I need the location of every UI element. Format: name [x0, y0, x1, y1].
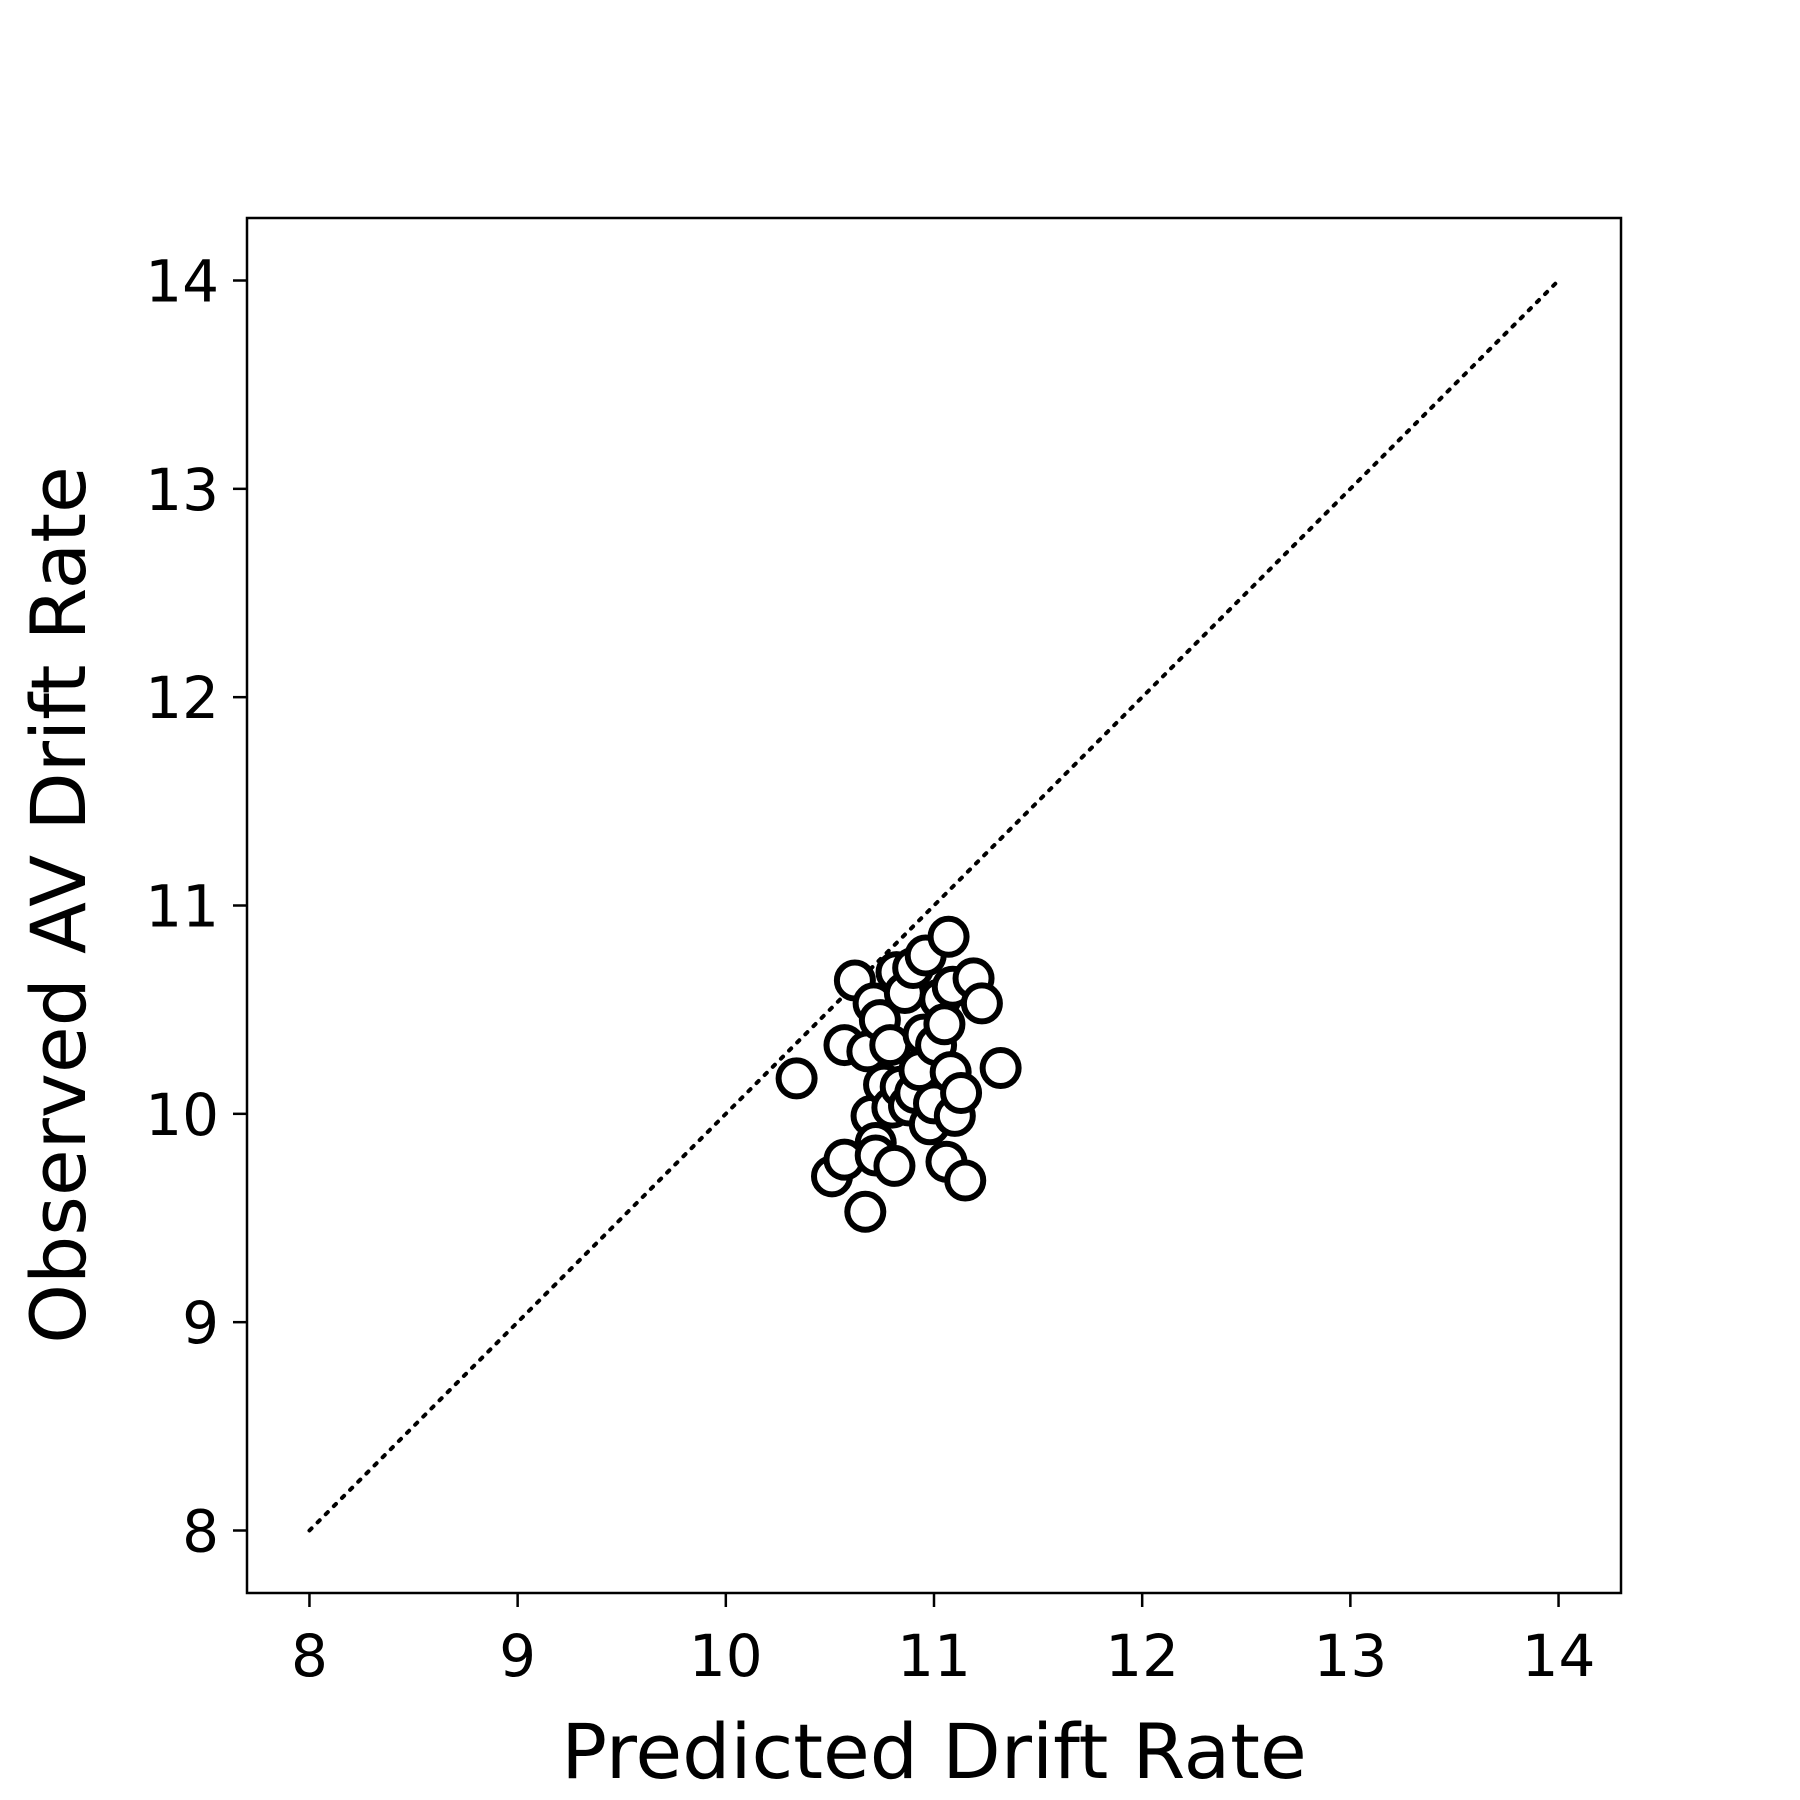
data-point: [960, 982, 1003, 1025]
x-tick-label: 11: [897, 1622, 971, 1690]
data-point: [940, 1072, 983, 1114]
data-point: [775, 1057, 818, 1100]
data-point: [844, 1190, 887, 1233]
y-axis-label: Observed AV Drift Rate: [14, 466, 103, 1344]
x-tick-label: 12: [1105, 1622, 1179, 1690]
x-tick-label: 13: [1313, 1622, 1387, 1690]
x-axis-label: Predicted Drift Rate: [561, 1707, 1306, 1796]
x-tick-label: 10: [689, 1622, 763, 1690]
data-point: [927, 915, 970, 958]
y-tick-label: 11: [145, 873, 219, 941]
data-point: [923, 1003, 966, 1046]
data-points-layer: [775, 915, 1022, 1233]
x-tick-label: 9: [499, 1622, 536, 1690]
x-axis-ticks: 8 9 10 11 12 13 14: [291, 1593, 1595, 1690]
y-tick-label: 13: [145, 456, 219, 524]
data-point: [979, 1047, 1022, 1089]
y-axis-ticks: 8 9 10 11 12 13 14: [145, 248, 247, 1566]
y-tick-label: 8: [182, 1498, 219, 1566]
x-tick-label: 8: [291, 1622, 328, 1690]
y-tick-label: 12: [145, 664, 219, 732]
reference-line-layer: [307, 278, 1561, 1533]
data-point: [944, 1159, 987, 1202]
reference-line: [307, 278, 1561, 1533]
data-point: [873, 1144, 916, 1187]
x-tick-label: 14: [1522, 1622, 1596, 1690]
y-tick-label: 14: [145, 248, 219, 316]
y-tick-label: 9: [182, 1289, 219, 1357]
y-tick-label: 10: [145, 1081, 219, 1149]
